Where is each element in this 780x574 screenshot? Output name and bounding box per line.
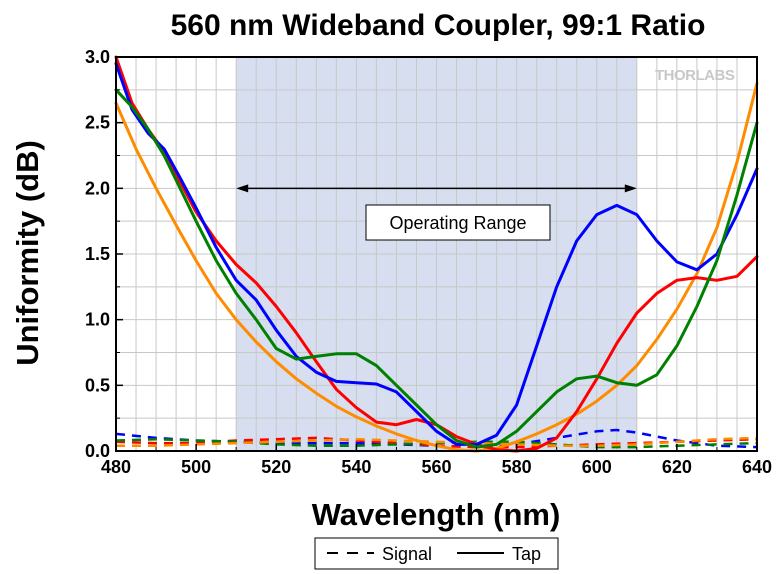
grid — [116, 57, 757, 451]
operating-range-label: Operating Range — [389, 213, 526, 233]
x-tick-label: 540 — [341, 457, 371, 477]
legend-signal-label: Signal — [382, 544, 432, 564]
x-tick-label: 580 — [502, 457, 532, 477]
series-solid-line — [114, 62, 759, 446]
operating-range-box — [365, 204, 551, 241]
y-axis-label: Uniformity (dB) — [10, 140, 45, 366]
y-tick-label: 0.0 — [85, 441, 110, 461]
thorlabs-logo: THORLABS — [655, 67, 735, 84]
y-tick-label: 2.0 — [85, 178, 110, 198]
series-solid-line — [114, 88, 759, 449]
series-dashed-line — [115, 437, 758, 449]
x-tick-label: 500 — [181, 457, 211, 477]
x-tick-label: 480 — [101, 457, 131, 477]
x-tick-label: 600 — [582, 457, 612, 477]
x-tick-label: 560 — [421, 457, 451, 477]
series-dashed-line — [116, 436, 758, 447]
range-arrow-right-head — [624, 184, 637, 193]
y-tick-label: 0.5 — [85, 375, 110, 395]
x-tick-label: 620 — [662, 457, 692, 477]
y-tick-label: 1.0 — [85, 310, 110, 330]
axis-ticks: 480 500 520 540 560 580 600 620 640 0.0 0.5 1.0 1.5 2… — [85, 47, 772, 477]
y-tick-label: 3.0 — [85, 47, 110, 67]
x-tick-label: 640 — [742, 457, 772, 477]
x-axis-label: Wavelength (nm) — [312, 497, 561, 532]
legend: Signal Tap — [314, 537, 559, 570]
range-arrow-left-head — [236, 184, 249, 193]
x-tick-label: 520 — [261, 457, 291, 477]
chart-title: 560 nm Wideband Coupler, 99:1 Ratio — [171, 9, 706, 42]
legend-tap-label: Tap — [512, 544, 541, 564]
y-tick-label: 1.5 — [85, 244, 110, 264]
annotations: THORLABS Operating Range — [236, 67, 735, 241]
y-tick-label: 2.5 — [85, 113, 110, 133]
